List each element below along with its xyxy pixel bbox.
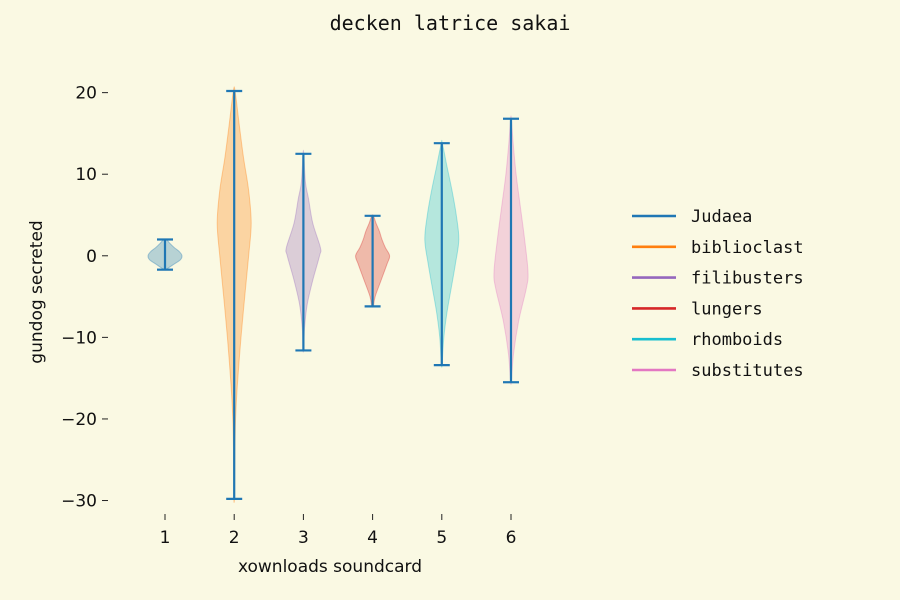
x-tick-label: 1	[160, 528, 171, 548]
y-tick-label: 10	[75, 165, 97, 185]
legend-label: lungers	[691, 299, 763, 319]
x-tick-label: 5	[436, 528, 447, 548]
y-axis: 20 10 0 −10 −20 −30	[61, 84, 108, 512]
chart-title: decken latrice sakai	[330, 11, 571, 35]
y-tick-label: −20	[61, 410, 97, 430]
x-axis-label: xownloads soundcard	[238, 557, 422, 577]
violins-layer	[147, 86, 529, 503]
x-axis: 1 2 3 4 5 6	[160, 514, 517, 548]
y-tick-label: 20	[75, 84, 97, 104]
legend-label: Judaea	[691, 207, 752, 227]
y-tick-label: −30	[61, 492, 97, 512]
legend: Judaea biblioclast filibusters lungers rhomb…	[632, 207, 804, 381]
y-axis-label: gundog secreted	[27, 220, 47, 363]
x-tick-label: 4	[367, 528, 378, 548]
x-tick-label: 3	[298, 528, 309, 548]
legend-label: rhomboids	[691, 330, 783, 350]
legend-label: biblioclast	[691, 238, 804, 258]
y-tick-label: −10	[61, 328, 97, 348]
x-tick-label: 6	[506, 528, 517, 548]
x-tick-label: 2	[229, 528, 240, 548]
y-tick-label: 0	[86, 247, 97, 267]
whiskers-layer	[157, 89, 519, 500]
legend-label: filibusters	[691, 269, 804, 289]
legend-label: substitutes	[691, 361, 804, 381]
